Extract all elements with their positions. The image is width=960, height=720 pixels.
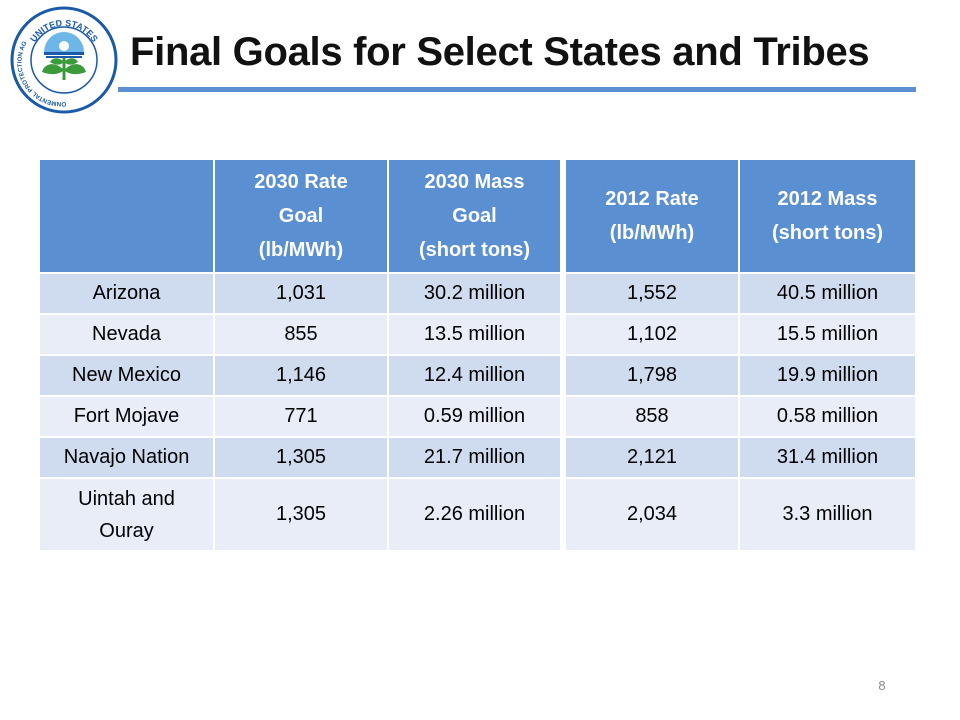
table-header-row: 2012 Rate (lb/MWh) 2012 Mass (short tons… bbox=[566, 160, 915, 274]
page-title: Final Goals for Select States and Tribes bbox=[130, 30, 870, 74]
rate-goal-value: 1,305 bbox=[214, 437, 389, 479]
rate-goal-value: 1,146 bbox=[214, 355, 389, 397]
table-header-row: 2030 Rate Goal (lb/MWh) 2030 Mass Goal (… bbox=[40, 160, 560, 274]
goals-2030-table: 2030 Rate Goal (lb/MWh) 2030 Mass Goal (… bbox=[40, 160, 560, 550]
mass-2012-value: 40.5 million bbox=[739, 273, 915, 315]
rate-2012-value: 1,552 bbox=[566, 273, 740, 315]
state-name: Arizona bbox=[40, 273, 215, 315]
header-2030-mass-goal: 2030 Mass Goal (short tons) bbox=[388, 160, 560, 274]
mass-2012-value: 31.4 million bbox=[739, 437, 915, 479]
rate-2012-value: 2,121 bbox=[566, 437, 740, 479]
header-2012-rate: 2012 Rate (lb/MWh) bbox=[566, 160, 740, 274]
table-row: 1,102 15.5 million bbox=[566, 314, 915, 356]
table-row: Arizona 1,031 30.2 million bbox=[40, 273, 560, 315]
state-name: Uintah and Ouray bbox=[40, 478, 215, 550]
header-2030-rate-goal: 2030 Rate Goal (lb/MWh) bbox=[214, 160, 389, 274]
baseline-2012-table: 2012 Rate (lb/MWh) 2012 Mass (short tons… bbox=[566, 160, 915, 550]
rate-2012-value: 1,102 bbox=[566, 314, 740, 356]
mass-goal-value: 0.59 million bbox=[388, 396, 560, 438]
page-number: 8 bbox=[878, 678, 886, 693]
table-row: Navajo Nation 1,305 21.7 million bbox=[40, 437, 560, 479]
table-row: 2,121 31.4 million bbox=[566, 437, 915, 479]
rate-goal-value: 771 bbox=[214, 396, 389, 438]
mass-2012-value: 15.5 million bbox=[739, 314, 915, 356]
table-row: Fort Mojave 771 0.59 million bbox=[40, 396, 560, 438]
mass-2012-value: 3.3 million bbox=[739, 478, 915, 550]
mass-2012-value: 19.9 million bbox=[739, 355, 915, 397]
rate-2012-value: 1,798 bbox=[566, 355, 740, 397]
state-name: Fort Mojave bbox=[40, 396, 215, 438]
rate-goal-value: 855 bbox=[214, 314, 389, 356]
table-row: 1,552 40.5 million bbox=[566, 273, 915, 315]
rate-2012-value: 858 bbox=[566, 396, 740, 438]
mass-2012-value: 0.58 million bbox=[739, 396, 915, 438]
table-row: Nevada 855 13.5 million bbox=[40, 314, 560, 356]
mass-goal-value: 21.7 million bbox=[388, 437, 560, 479]
table-row: Uintah and Ouray 1,305 2.26 million bbox=[40, 478, 560, 550]
agency-seal-logo: UNITED STATES ENVIRONMENTAL PROTECTION A… bbox=[8, 4, 118, 114]
table-row: 2,034 3.3 million bbox=[566, 478, 915, 550]
state-name: Nevada bbox=[40, 314, 215, 356]
rate-goal-value: 1,305 bbox=[214, 478, 389, 550]
mass-goal-value: 30.2 million bbox=[388, 273, 560, 315]
mass-goal-value: 2.26 million bbox=[388, 478, 560, 550]
rate-2012-value: 2,034 bbox=[566, 478, 740, 550]
state-name: Navajo Nation bbox=[40, 437, 215, 479]
header-2012-mass: 2012 Mass (short tons) bbox=[739, 160, 915, 274]
title-underline bbox=[118, 87, 916, 92]
table-row: 858 0.58 million bbox=[566, 396, 915, 438]
header-blank bbox=[40, 160, 215, 274]
state-name: New Mexico bbox=[40, 355, 215, 397]
table-row: New Mexico 1,146 12.4 million bbox=[40, 355, 560, 397]
mass-goal-value: 13.5 million bbox=[388, 314, 560, 356]
table-row: 1,798 19.9 million bbox=[566, 355, 915, 397]
rate-goal-value: 1,031 bbox=[214, 273, 389, 315]
mass-goal-value: 12.4 million bbox=[388, 355, 560, 397]
